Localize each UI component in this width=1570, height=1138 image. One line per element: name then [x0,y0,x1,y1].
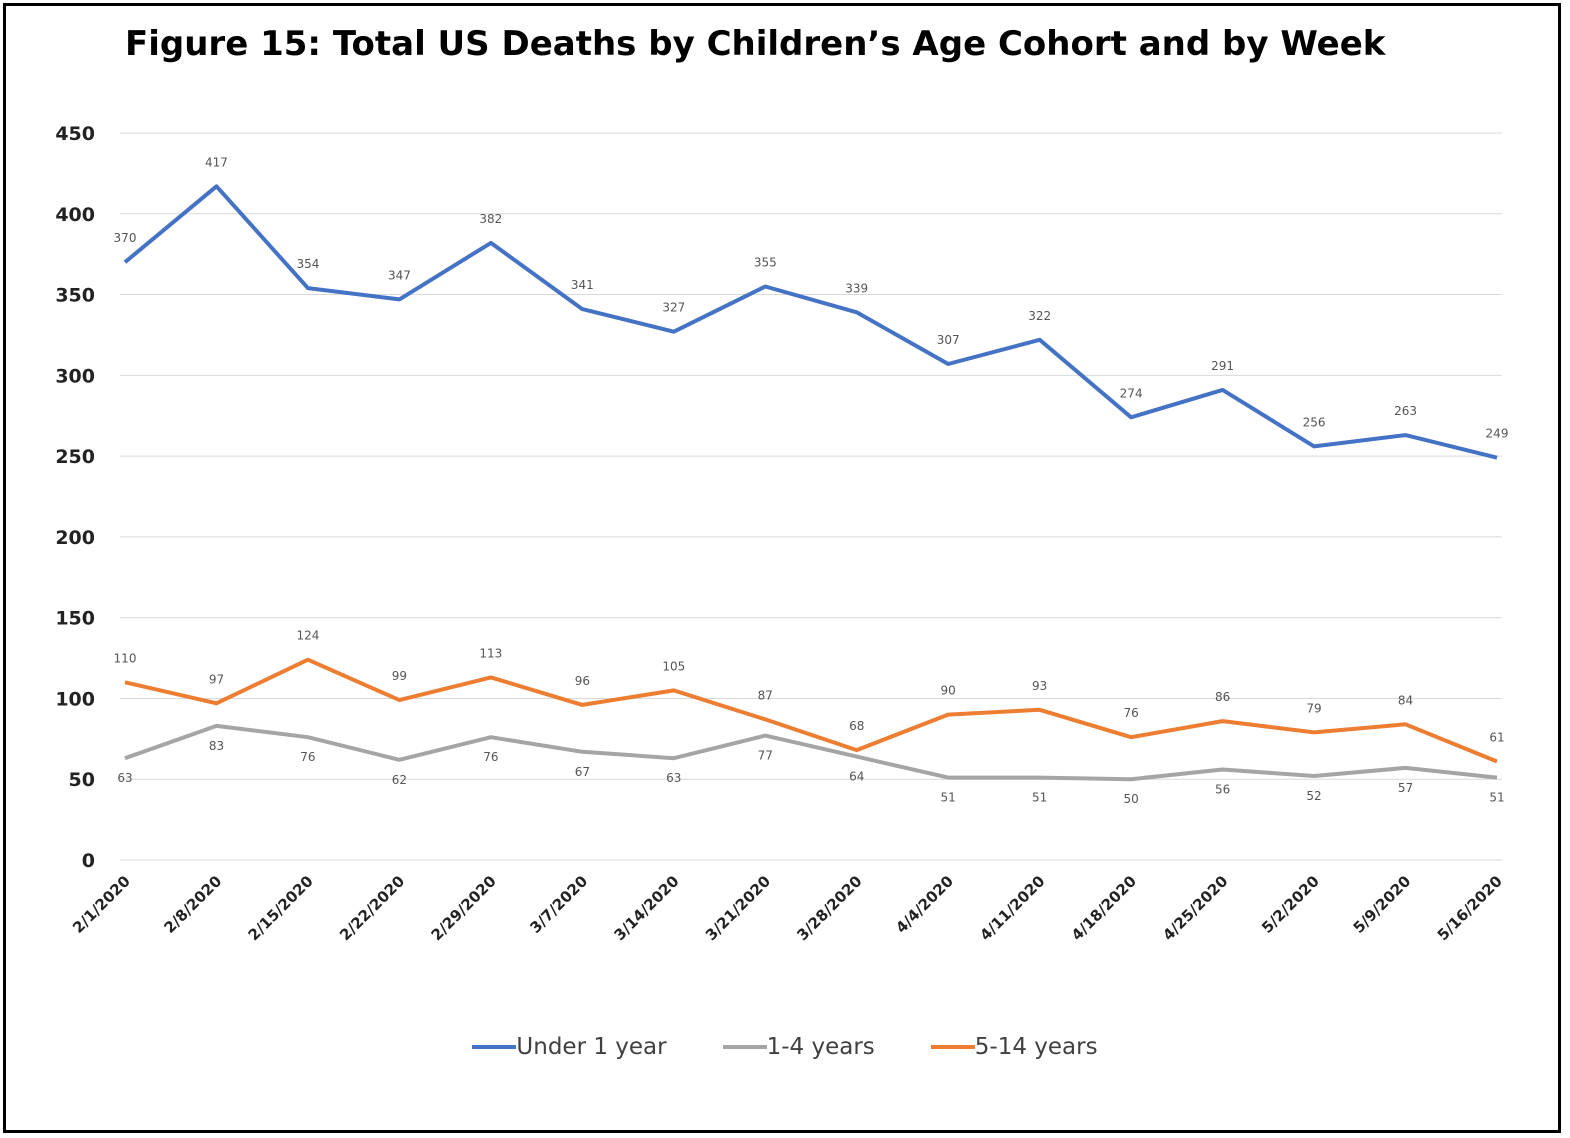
data-label: 417 [205,155,228,169]
data-label: 62 [392,773,407,787]
x-tick-label: 3/21/2020 [702,872,774,944]
chart-frame [3,3,1561,1133]
data-label: 51 [1489,791,1504,805]
data-label: 79 [1306,701,1321,715]
x-tick-label: 5/9/2020 [1350,872,1415,937]
series-line-under-1-year [123,184,1498,460]
x-tick-label: 5/2/2020 [1258,872,1323,937]
data-label: 90 [941,684,956,698]
data-label: 110 [114,651,137,665]
y-tick-label: 400 [55,204,95,226]
y-tick-label: 450 [55,123,95,145]
legend-item-5-14-years: 5-14 years [930,1034,1098,1060]
data-label: 76 [300,750,315,764]
legend-item-1-4-years: 1-4 years [722,1034,875,1060]
x-tick-label: 3/14/2020 [610,872,682,944]
data-label: 274 [1120,386,1143,400]
data-label: 86 [1215,690,1230,704]
data-label: 51 [1032,791,1047,805]
data-label: 50 [1123,792,1138,806]
y-tick-label: 50 [69,769,95,791]
data-label: 56 [1215,783,1230,797]
data-label: 124 [296,629,319,643]
data-label: 64 [849,770,864,784]
data-label: 113 [479,646,502,660]
data-label: 96 [575,674,590,688]
x-tick-label: 4/18/2020 [1068,872,1140,944]
legend-swatch [472,1045,517,1049]
y-axis-ticks: 0 50 100 150 200 250 300 350 400 450 [55,123,95,872]
x-tick-label: 3/7/2020 [526,872,591,937]
legend-swatch [722,1045,767,1049]
x-tick-label: 2/29/2020 [428,872,500,944]
series-line-1-4-years [124,723,1498,782]
y-tick-label: 300 [55,365,95,387]
legend: Under 1 year 1-4 years 5-14 years [0,1034,1570,1060]
legend-label: 1-4 years [766,1034,875,1060]
y-tick-label: 100 [55,688,95,710]
data-label: 67 [575,765,590,779]
data-label: 84 [1398,693,1413,707]
data-label: 370 [114,231,137,245]
data-label: 105 [662,659,685,673]
x-tick-label: 3/28/2020 [793,872,865,944]
data-label: 77 [758,749,773,763]
series-line-5-14-years [124,657,1498,764]
gridlines [120,132,1502,861]
legend-label: Under 1 year [516,1034,667,1060]
y-tick-label: 200 [55,527,95,549]
y-tick-label: 0 [82,850,95,872]
y-tick-label: 150 [55,608,95,630]
legend-label: 5-14 years [974,1034,1098,1060]
data-label: 354 [296,257,319,271]
x-tick-label: 4/11/2020 [976,872,1048,944]
series-lines [123,184,1498,782]
x-tick-label: 2/1/2020 [69,872,134,937]
data-label: 256 [1303,415,1326,429]
data-label: 327 [662,301,685,315]
data-label: 68 [849,719,864,733]
data-label: 382 [479,212,502,226]
data-labels: 370 417 354 347 382 341 327 355 339 307 322 274 291 2… [114,155,1509,806]
data-label: 322 [1028,309,1051,323]
legend-swatch [930,1045,975,1049]
data-label: 341 [571,278,594,292]
x-tick-label: 4/4/2020 [892,872,957,937]
data-label: 291 [1211,359,1234,373]
data-label: 93 [1032,679,1047,693]
data-label: 63 [666,771,681,785]
chart-title: Figure 15: Total US Deaths by Children’s… [125,24,1386,64]
data-label: 83 [209,739,224,753]
data-label: 51 [941,791,956,805]
legend-item-under-1-year: Under 1 year [472,1034,667,1060]
data-label: 52 [1306,789,1321,803]
data-label: 355 [754,255,777,269]
y-tick-label: 250 [55,446,95,468]
data-label: 347 [388,268,411,282]
data-label: 57 [1398,781,1413,795]
y-tick-label: 350 [55,285,95,307]
data-label: 249 [1486,427,1509,441]
x-tick-label: 2/8/2020 [161,872,226,937]
data-label: 99 [392,669,407,683]
x-tick-label: 2/15/2020 [245,872,317,944]
data-label: 307 [937,333,960,347]
x-tick-label: 4/25/2020 [1159,872,1231,944]
data-label: 339 [845,281,868,295]
data-label: 87 [758,688,773,702]
x-tick-label: 5/16/2020 [1434,872,1506,944]
data-label: 263 [1394,404,1417,418]
data-label: 97 [209,672,224,686]
x-axis-ticks: 2/1/2020 2/8/2020 2/15/2020 2/22/2020 2/29/2… [69,872,1506,944]
data-label: 76 [1123,706,1138,720]
data-label: 63 [117,771,132,785]
data-label: 61 [1489,730,1504,744]
data-label: 76 [483,750,498,764]
x-tick-label: 2/22/2020 [336,872,408,944]
